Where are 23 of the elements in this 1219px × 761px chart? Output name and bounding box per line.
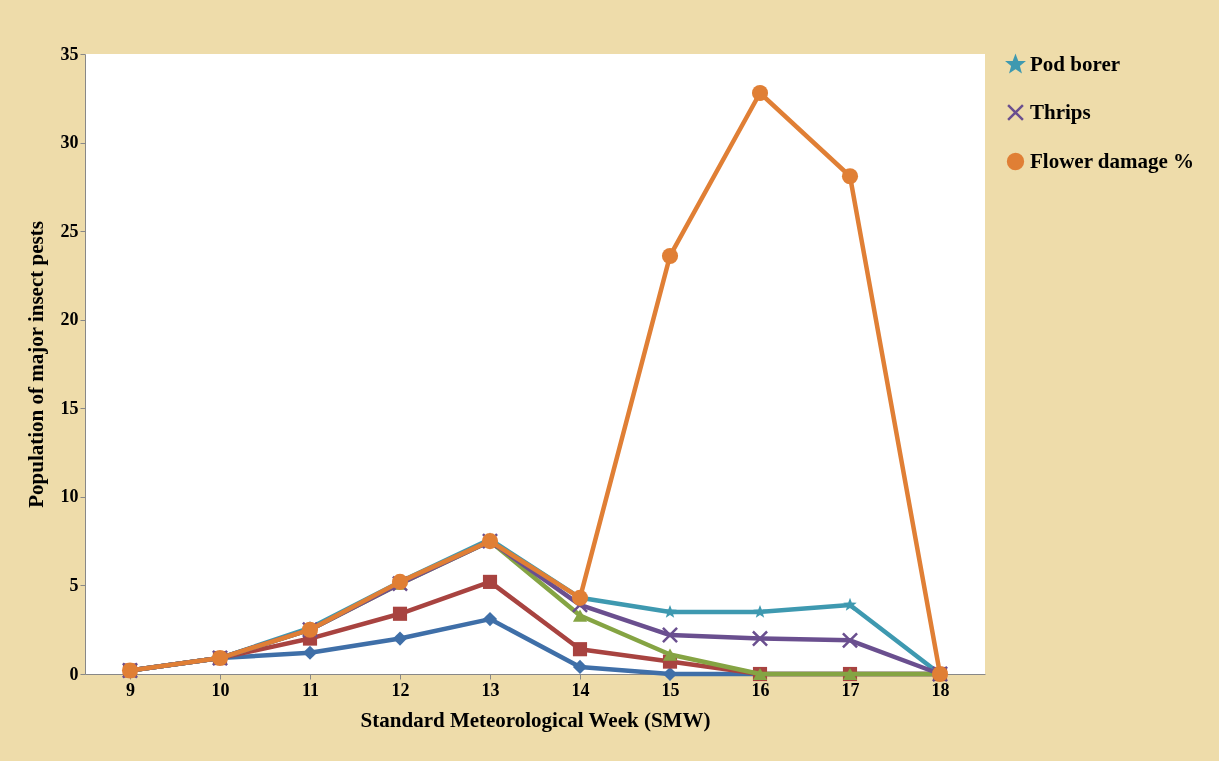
x-tick-label: 9 (126, 679, 135, 700)
x-axis-title: Standard Meteorological Week (SMW) (360, 707, 711, 732)
x-tick-label: 11 (301, 679, 320, 700)
x-tick-label: 10 (211, 679, 230, 700)
y-tick-label: 25 (60, 220, 79, 241)
legend-label: Flower damage % (1030, 148, 1195, 173)
x-tick-label: 15 (661, 679, 680, 700)
x-tick-label: 18 (931, 679, 950, 700)
y-tick-label: 20 (60, 309, 79, 330)
y-tick-label: 15 (60, 397, 79, 418)
y-tick-label: 10 (60, 486, 79, 507)
x-tick-label: 14 (571, 679, 590, 700)
y-tick-label: 5 (69, 574, 79, 595)
legend-label: Thrips (1030, 99, 1091, 124)
y-axis-title: Population of major insect pests (23, 221, 48, 508)
legend-label: Pod borer (1030, 51, 1121, 76)
x-tick-label: 13 (481, 679, 500, 700)
y-tick-label: 0 (69, 663, 79, 684)
x-tick-label: 16 (751, 679, 770, 700)
y-tick-label: 35 (60, 43, 79, 64)
x-tick-label: 17 (841, 679, 860, 700)
x-tick-label: 12 (391, 679, 410, 700)
y-tick-label: 30 (60, 132, 79, 153)
